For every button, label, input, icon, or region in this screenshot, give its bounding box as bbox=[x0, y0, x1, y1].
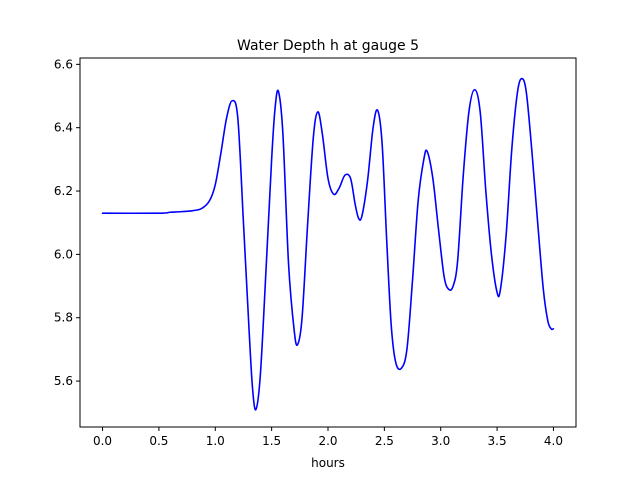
x-tick-label: 0.5 bbox=[149, 434, 168, 448]
chart-title: Water Depth h at gauge 5 bbox=[237, 38, 419, 54]
y-tick-label: 6.6 bbox=[54, 57, 73, 71]
y-tick-label: 5.6 bbox=[54, 374, 73, 388]
x-tick-label: 2.5 bbox=[375, 434, 394, 448]
plot-area-background bbox=[80, 58, 576, 427]
y-tick-label: 6.0 bbox=[54, 247, 73, 261]
series-line bbox=[101, 77, 555, 411]
x-tick-label: 2.0 bbox=[318, 434, 337, 448]
x-axis-label: hours bbox=[311, 456, 345, 470]
x-tick-label: 3.5 bbox=[488, 434, 507, 448]
x-tick-label: 0.0 bbox=[93, 434, 112, 448]
x-tick-label: 1.5 bbox=[262, 434, 281, 448]
plot-frame bbox=[79, 57, 577, 428]
x-tick-label: 3.0 bbox=[431, 434, 450, 448]
y-tick-label: 5.8 bbox=[54, 311, 73, 325]
y-tick-label: 6.4 bbox=[54, 121, 73, 135]
y-tick-label: 6.2 bbox=[54, 184, 73, 198]
x-tick-label: 4.0 bbox=[544, 434, 563, 448]
y-axis-ticks: 5.6 5.8 6.0 6.2 6.4 6.6 bbox=[54, 57, 80, 388]
x-tick-label: 1.0 bbox=[206, 434, 225, 448]
x-axis-ticks: 0.0 0.5 1.0 1.5 2.0 2.5 3.0 3.5 4.0 bbox=[93, 427, 563, 448]
